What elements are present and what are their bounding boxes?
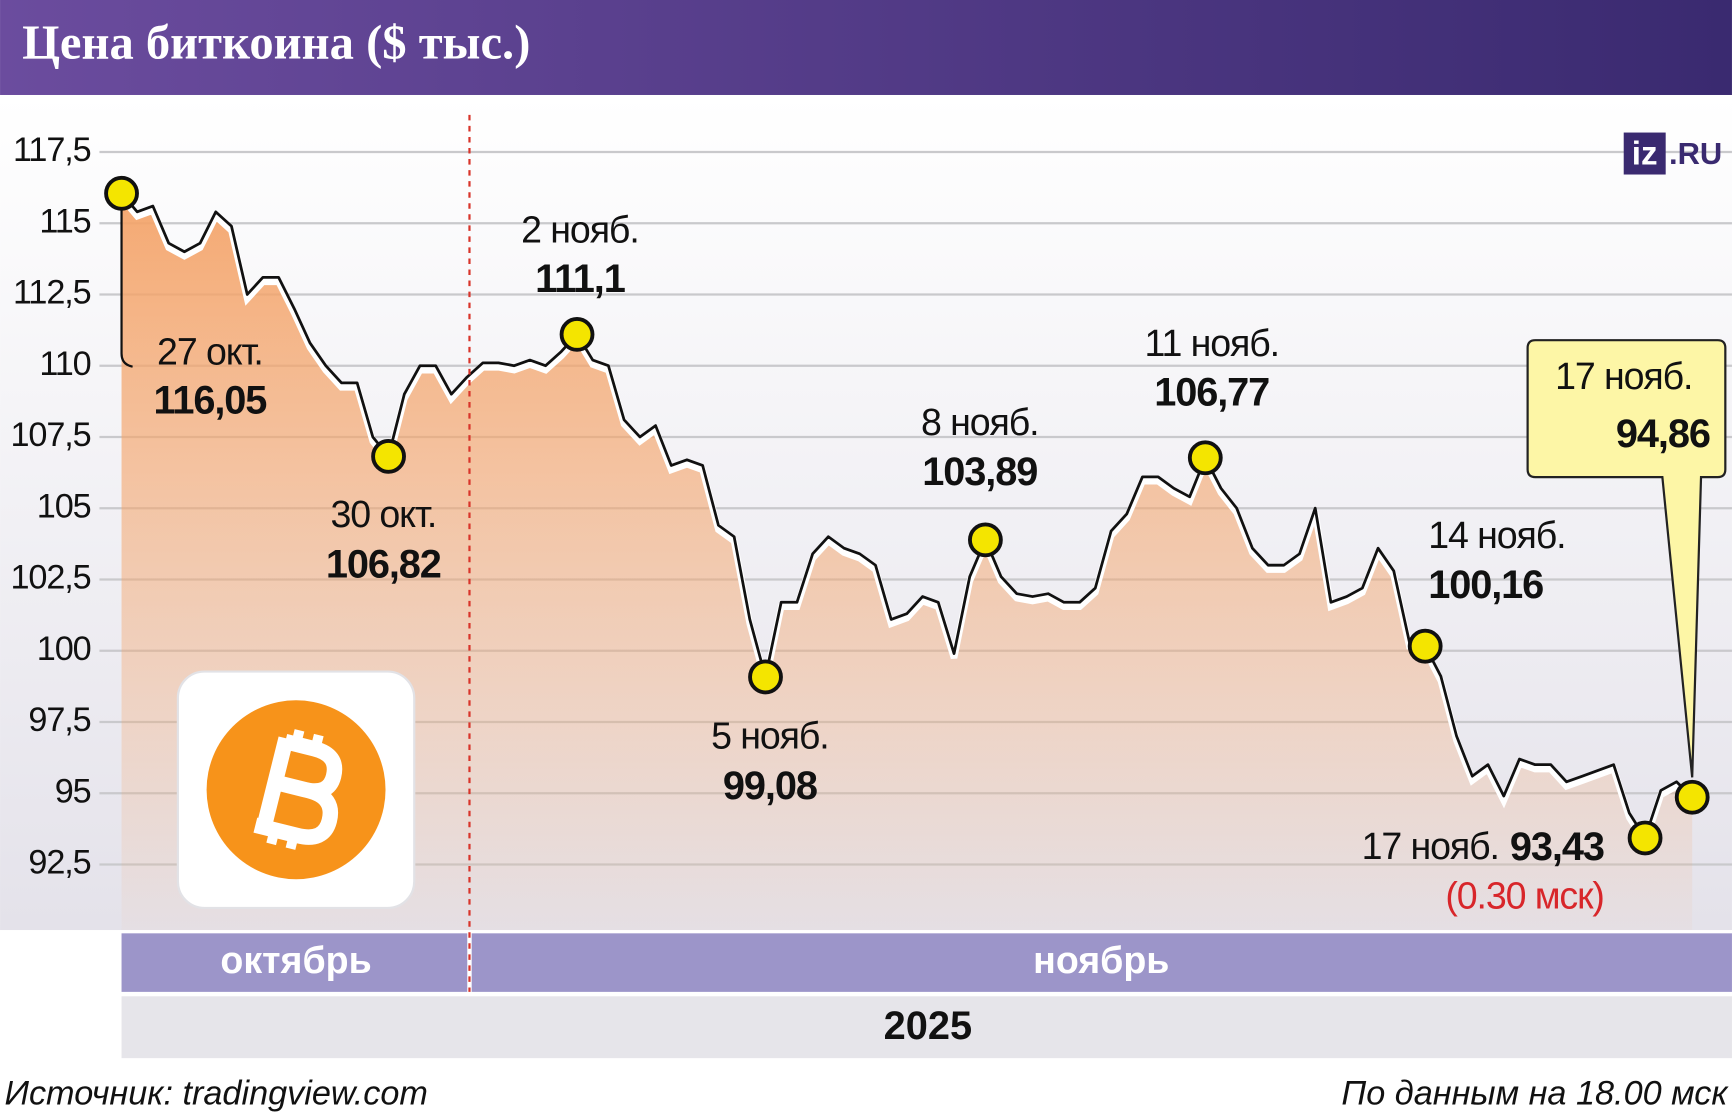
point-marker <box>1407 628 1443 664</box>
annotation-date: 11 нояб. <box>1144 322 1278 364</box>
icon-glyph <box>253 729 343 850</box>
month-label: октябрь <box>220 939 371 981</box>
annotation-value: 116,05 <box>154 379 267 423</box>
y-tick-label: 105 <box>37 487 91 525</box>
callout-value: 94,86 <box>1616 412 1710 456</box>
annotation-label: 17 нояб. 93,43 <box>1362 825 1604 869</box>
point-marker <box>559 316 595 352</box>
annotation-value: 93,43 <box>1510 825 1604 869</box>
month-band <box>121 933 468 992</box>
point-marker <box>104 175 139 211</box>
leader-line <box>120 208 133 368</box>
y-tick-label: 112,5 <box>13 274 91 312</box>
y-tick-label: 102,5 <box>10 559 90 597</box>
point-marker <box>1627 820 1663 856</box>
annotation-value: 99,08 <box>723 764 817 808</box>
source: Источник: tradingview.com <box>4 1075 427 1113</box>
y-tick-label: 97,5 <box>28 701 90 739</box>
annotation-date: 27 окт. <box>157 330 263 372</box>
annotation-value: 100,16 <box>1428 563 1543 607</box>
y-tick-label: 115 <box>39 202 90 240</box>
annotation-date: 5 нояб. <box>711 715 828 757</box>
bitcoin-icon <box>176 670 416 910</box>
point-marker <box>968 522 1003 558</box>
y-tick-label: 100 <box>37 630 91 668</box>
point-marker <box>748 659 783 695</box>
year-label: 2025 <box>884 1004 972 1048</box>
month-label: ноябрь <box>1033 939 1169 981</box>
annotation-date: 30 окт. <box>330 493 436 535</box>
annotation-date: 14 нояб. <box>1428 514 1565 556</box>
callout-box <box>1526 339 1727 778</box>
logo-text: iz <box>1632 135 1658 172</box>
point-marker <box>371 438 406 474</box>
as-of: По данным на 18.00 мск <box>1341 1075 1729 1113</box>
y-tick-label: 110 <box>39 345 90 383</box>
point-marker <box>1187 440 1223 476</box>
annotation-date: 8 нояб. <box>921 401 1038 443</box>
y-tick-label: 107,5 <box>10 416 90 454</box>
year-band <box>121 996 1732 1059</box>
annotation-value: 111,1 <box>535 257 625 301</box>
header <box>0 0 1732 95</box>
point-marker <box>1674 779 1710 815</box>
y-tick-label: 92,5 <box>28 844 90 882</box>
annotation-value: 106,77 <box>1154 370 1269 414</box>
logo-text: .RU <box>1669 136 1722 171</box>
chart-title: Цена биткоина ($ тыс.) <box>22 16 530 70</box>
month-band <box>471 933 1732 992</box>
annotation-value: 103,89 <box>922 450 1037 494</box>
annotation-date: 2 нояб. <box>521 209 638 251</box>
annotation-note: (0.30 мск) <box>1445 875 1603 917</box>
annotation-date: 17 нояб. <box>1362 825 1499 867</box>
annotation-value: 106,82 <box>326 542 441 586</box>
logo-box <box>1623 132 1666 175</box>
y-tick-label: 95 <box>55 772 91 810</box>
callout-date: 17 нояб. <box>1555 355 1692 397</box>
area <box>121 193 1693 931</box>
y-tick-label: 117,5 <box>13 131 91 169</box>
